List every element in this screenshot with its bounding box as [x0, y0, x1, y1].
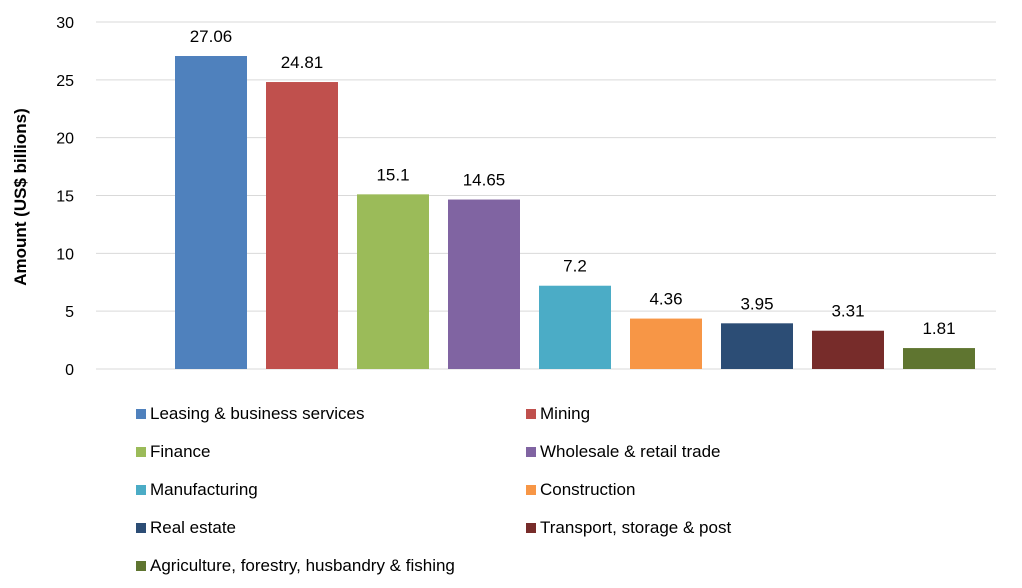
legend-item: Mining [526, 404, 590, 424]
legend-label: Manufacturing [150, 480, 258, 499]
y-axis-label: Amount (US$ billions) [11, 108, 30, 286]
data-label: 15.1 [376, 165, 409, 184]
legend-item: Manufacturing [136, 480, 258, 500]
legend-item: Wholesale & retail trade [526, 442, 720, 462]
bars [175, 56, 975, 369]
legend-item: Construction [526, 480, 635, 500]
bar [903, 348, 975, 369]
legend-swatch [136, 485, 146, 495]
legend-swatch [526, 447, 536, 457]
y-tick-label: 30 [56, 15, 74, 32]
legend-label: Agriculture, forestry, husbandry & fishi… [150, 556, 455, 575]
legend-item: Real estate [136, 518, 236, 538]
y-tick-label: 10 [56, 246, 74, 263]
data-labels: 27.06 24.81 15.1 14.65 7.2 4.36 3.95 3.31 1.81 [190, 27, 956, 338]
data-label: 3.95 [740, 294, 773, 313]
legend-item: Leasing & business services [136, 404, 365, 424]
legend-swatch [136, 523, 146, 533]
bar [448, 199, 520, 369]
y-tick-label: 0 [65, 362, 74, 379]
legend-label: Wholesale & retail trade [540, 442, 721, 461]
legend-label: Leasing & business services [150, 404, 365, 423]
bar [812, 330, 884, 369]
legend-label: Construction [540, 480, 636, 499]
y-tick-label: 5 [65, 304, 74, 321]
legend-label: Real estate [150, 518, 236, 537]
legend-item: Finance [136, 442, 210, 462]
legend-swatch [136, 409, 146, 419]
legend-swatch [136, 561, 146, 571]
bar [630, 318, 702, 369]
data-label: 14.65 [463, 171, 506, 190]
y-tick-label: 20 [56, 131, 74, 148]
data-label: 24.81 [281, 53, 324, 72]
bar [357, 194, 429, 369]
data-label: 27.06 [190, 27, 233, 46]
data-label: 1.81 [922, 319, 955, 338]
data-label: 7.2 [563, 257, 587, 276]
bar [539, 285, 611, 369]
legend-item: Agriculture, forestry, husbandry & fishi… [136, 556, 455, 576]
bar [266, 82, 338, 369]
legend-swatch [526, 409, 536, 419]
legend-label: Finance [150, 442, 211, 461]
y-axis-ticks: 0 5 10 15 20 25 30 [56, 15, 74, 379]
legend-swatch [526, 523, 536, 533]
legend-swatch [526, 485, 536, 495]
data-label: 3.31 [831, 302, 864, 321]
legend-label: Mining [540, 404, 591, 423]
legend-item: Transport, storage & post [526, 518, 731, 538]
legend-label: Transport, storage & post [540, 518, 732, 537]
data-label: 4.36 [649, 290, 682, 309]
bar [721, 323, 793, 369]
bar-chart: 0 5 10 15 20 25 30 27.06 24.81 15.1 14.65 7.2 4.36 3… [11, 15, 996, 379]
bar [175, 56, 247, 369]
legend-swatch [136, 447, 146, 457]
y-tick-label: 15 [56, 189, 74, 206]
y-tick-label: 25 [56, 73, 74, 90]
